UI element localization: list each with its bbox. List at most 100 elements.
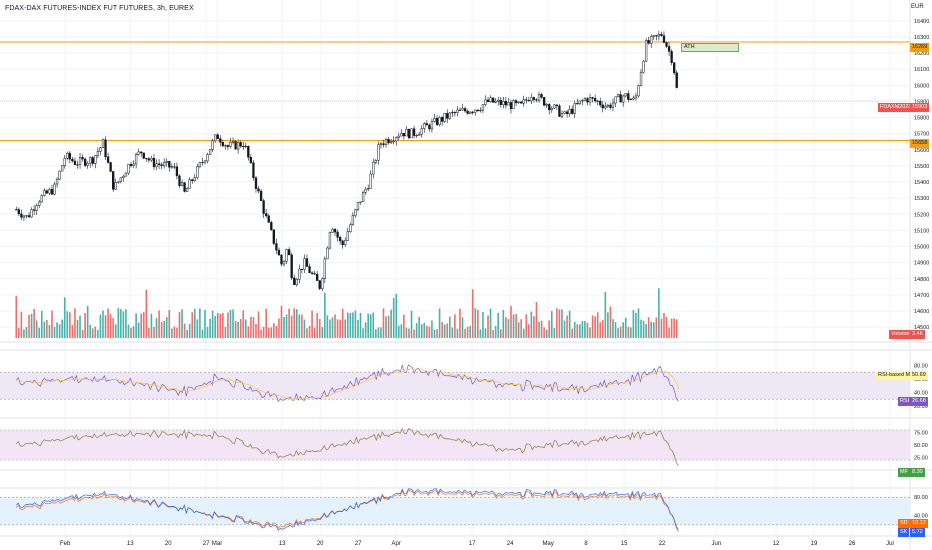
stoch-d-label-badge: SD [898, 519, 910, 528]
volume-bar [668, 327, 670, 338]
rsi-value-badge: 26.68 [910, 397, 928, 406]
volume-bar [329, 319, 331, 338]
volume-bar [464, 328, 466, 338]
volume-bar [222, 312, 224, 338]
candle-body [418, 134, 421, 136]
volume-bar [255, 324, 257, 338]
candle-body [530, 97, 533, 102]
price-candle [530, 93, 533, 105]
volume-bar [176, 327, 178, 338]
volume-bar [461, 317, 464, 338]
volume-bar [538, 321, 540, 338]
candle-body [117, 181, 120, 183]
candle-body [193, 177, 196, 181]
price-candle [548, 103, 551, 115]
candle-body [280, 254, 283, 265]
time-tick-label: 15 [621, 541, 628, 547]
price-candle [134, 152, 138, 169]
candle-body [259, 190, 263, 201]
mfi-band [0, 430, 910, 460]
volume-bar [265, 308, 267, 338]
candle-body [662, 35, 666, 43]
volume-bar [290, 315, 293, 338]
price-candle [20, 209, 23, 221]
time-tick-label: 8 [584, 541, 588, 547]
volume-bar [122, 311, 125, 338]
price-candle [208, 149, 212, 156]
candle-body [537, 94, 541, 101]
ath-label[interactable]: ATH [681, 43, 739, 52]
candle-body [86, 162, 89, 166]
volume-bar [201, 329, 204, 338]
candle-body [20, 213, 23, 218]
candle-body [68, 152, 71, 160]
candle-body [175, 166, 179, 177]
volume-bar [543, 327, 545, 338]
price-candle [124, 172, 128, 177]
mfi-tick-label: 25.00 [914, 456, 928, 462]
price-candle [379, 141, 383, 149]
volume-bar [224, 327, 227, 338]
price-candle [387, 137, 390, 145]
volume-bar [528, 324, 530, 338]
volume-bar [132, 326, 135, 338]
price-candle [216, 132, 219, 139]
price-candle [624, 93, 627, 98]
stoch-band [0, 497, 910, 525]
price-tick-label: 14500 [914, 325, 929, 331]
price-candle [479, 107, 482, 113]
price-candle [211, 138, 214, 153]
volume-bar [257, 311, 260, 338]
candle-body [318, 280, 321, 289]
candle-body [609, 104, 612, 108]
price-candle [168, 160, 171, 172]
volume-bar [594, 316, 596, 338]
candle-body [522, 99, 525, 104]
price-candle [83, 157, 87, 168]
price-candle [586, 97, 589, 106]
candle-body [351, 215, 355, 226]
volume-bar [505, 317, 507, 338]
candle-body [173, 166, 176, 168]
candle-body [565, 111, 569, 114]
candle-body [361, 191, 365, 203]
volume-bar [607, 312, 609, 338]
volume-bar [91, 328, 94, 338]
price-candle [277, 247, 281, 256]
volume-bar [104, 315, 107, 338]
price-candle [535, 98, 538, 103]
candle-body [277, 249, 281, 256]
candle-body [132, 163, 135, 166]
price-candle [221, 139, 224, 148]
price-candle [644, 38, 648, 62]
candle-body [127, 164, 130, 174]
currency-unit: EUR [911, 4, 924, 10]
candle-body [185, 188, 189, 192]
volume-bar [188, 323, 191, 338]
price-candle [140, 151, 143, 158]
price-candle [593, 94, 597, 103]
price-candle [58, 170, 61, 181]
price-candle [389, 138, 393, 144]
candle-body [321, 278, 324, 289]
candle-body [45, 190, 49, 194]
price-candle [180, 179, 184, 187]
candle-body [583, 98, 587, 101]
volume-bar [601, 320, 604, 338]
volume-bar [43, 321, 46, 338]
price-candle [502, 96, 505, 109]
price-candle [568, 105, 571, 118]
candle-body [137, 151, 140, 155]
candle-body [517, 101, 520, 104]
time-tick-label: 12 [773, 541, 780, 547]
volume-bar [589, 327, 591, 338]
candle-body [119, 177, 122, 182]
candle-body [525, 99, 528, 101]
volume-bar [573, 321, 576, 338]
price-tick-label: 14800 [914, 277, 929, 283]
volume-bar [364, 322, 367, 338]
candle-body [573, 103, 576, 114]
volume-bar [426, 325, 428, 338]
price-candle [63, 154, 66, 169]
